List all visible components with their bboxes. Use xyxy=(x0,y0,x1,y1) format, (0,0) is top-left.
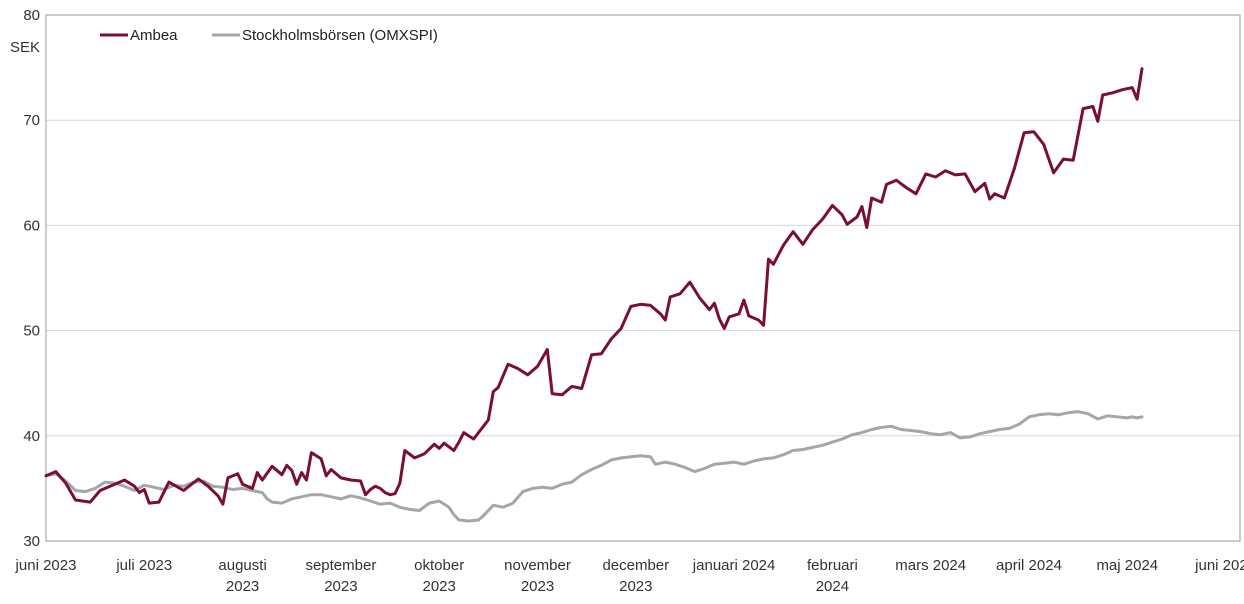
y-axis-unit-label: SEK xyxy=(10,39,40,56)
x-tick-label: oktober 2023 xyxy=(414,557,464,595)
x-axis-tick-labels: juni 2023 juli 2023 augusti 2023 september 20… xyxy=(15,557,1244,595)
series-line-omxspi xyxy=(44,410,1144,523)
x-tick-label: juni 2023 xyxy=(15,557,77,574)
x-tick-label-line: juni 2024 xyxy=(1194,557,1244,574)
gridlines xyxy=(46,119,1240,437)
y-tick-label: 70 xyxy=(23,112,40,129)
y-axis-tick-labels: 30 40 50 60 70 80 xyxy=(23,7,40,550)
x-tick-label-line: december xyxy=(602,557,669,574)
x-tick-label-line: oktober xyxy=(414,557,464,574)
data-series xyxy=(44,67,1144,523)
x-tick-label-line: maj 2024 xyxy=(1096,557,1158,574)
x-tick-label-line: augusti xyxy=(218,557,266,574)
x-tick-label-line: juni 2023 xyxy=(15,557,77,574)
x-tick-label: februari 2024 xyxy=(807,557,858,595)
x-tick-label-line: juli 2023 xyxy=(115,557,172,574)
x-tick-label-line: 2023 xyxy=(226,578,259,595)
legend-label: Ambea xyxy=(130,27,178,44)
x-tick-label: juli 2023 xyxy=(115,557,172,574)
x-tick-label: januari 2024 xyxy=(692,557,776,574)
x-tick-label-line: 2023 xyxy=(423,578,456,595)
legend-label: Stockholmsbörsen (OMXSPI) xyxy=(242,27,438,44)
y-tick-label: 40 xyxy=(23,428,40,445)
y-tick-label: 50 xyxy=(23,323,40,340)
y-tick-label: 60 xyxy=(23,217,40,234)
series-line-ambea xyxy=(44,67,1144,506)
y-tick-label: 80 xyxy=(23,7,40,24)
x-tick-label: juni 2024 xyxy=(1194,557,1244,574)
x-tick-label-line: 2024 xyxy=(816,578,849,595)
x-tick-label-line: september xyxy=(305,557,376,574)
plot-area-frame xyxy=(45,14,1241,542)
x-tick-label-line: 2023 xyxy=(521,578,554,595)
x-tick-label-line: april 2024 xyxy=(996,557,1062,574)
x-tick-label: mars 2024 xyxy=(895,557,966,574)
x-tick-label-line: november xyxy=(504,557,571,574)
x-tick-label-line: 2023 xyxy=(324,578,357,595)
x-tick-label: december 2023 xyxy=(602,557,669,595)
x-tick-label: april 2024 xyxy=(996,557,1062,574)
x-tick-label-line: mars 2024 xyxy=(895,557,966,574)
x-tick-label: september 2023 xyxy=(305,557,376,595)
x-tick-label: maj 2024 xyxy=(1096,557,1158,574)
x-tick-label: augusti 2023 xyxy=(218,557,266,595)
legend: Ambea Stockholmsbörsen (OMXSPI) xyxy=(100,27,438,44)
x-tick-label: november 2023 xyxy=(504,557,571,595)
y-tick-label: 30 xyxy=(23,533,40,550)
x-tick-label-line: januari 2024 xyxy=(692,557,776,574)
x-tick-label-line: 2023 xyxy=(619,578,652,595)
x-tick-label-line: februari xyxy=(807,557,858,574)
